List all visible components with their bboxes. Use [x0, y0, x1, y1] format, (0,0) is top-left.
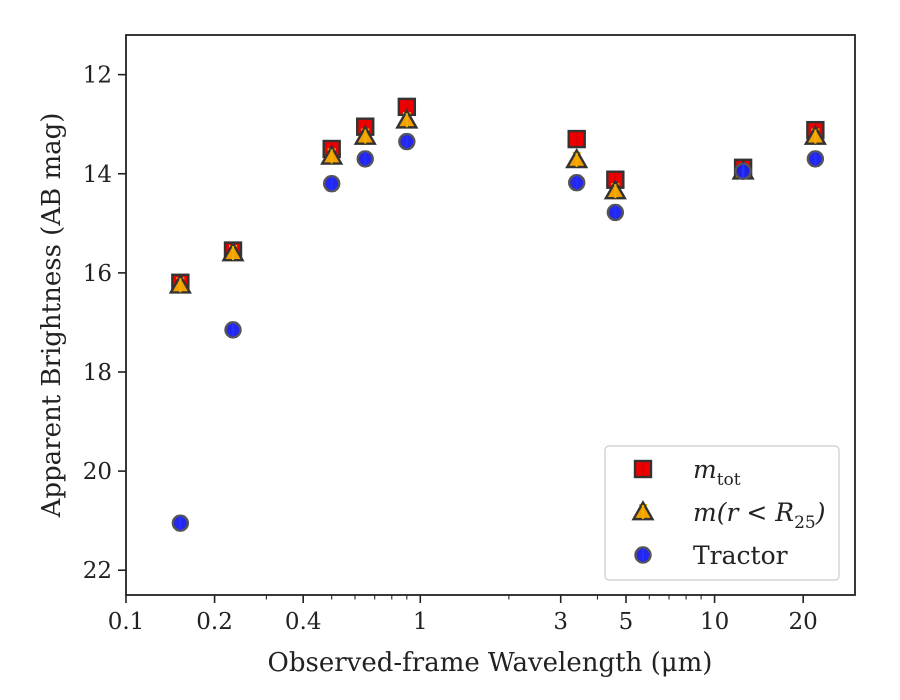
- y-tick-label: 22: [83, 558, 112, 584]
- y-axis-label: Apparent Brightness (AB mag): [37, 113, 67, 519]
- x-tick-label: 0.4: [285, 609, 322, 635]
- x-tick-label: 10: [700, 609, 729, 635]
- ticks: 0.1 0.2 0.4 1 3 5 10 20 12 14 16 18 20 22: [83, 63, 818, 635]
- series-1: [168, 108, 827, 294]
- y-tick-label: 20: [83, 459, 112, 485]
- legend-label: mtot: [693, 455, 741, 490]
- series-2: [171, 132, 825, 532]
- legend-label: Tractor: [693, 541, 788, 570]
- x-tick-label: 20: [789, 609, 818, 635]
- x-tick-label: 3: [553, 609, 568, 635]
- legend: mtot m(r < R25) Tractor: [604, 445, 840, 581]
- x-axis-label: Observed-frame Wavelength (μm): [268, 648, 713, 678]
- legend-frame: [604, 445, 840, 581]
- x-tick-label: 0.2: [196, 609, 233, 635]
- x-tick-label: 5: [619, 609, 634, 635]
- y-tick-label: 18: [83, 360, 112, 386]
- legend-label: m(r < R25): [693, 498, 825, 533]
- y-tick-label: 14: [83, 162, 112, 188]
- series-0: [171, 97, 825, 292]
- plot-frame: [125, 34, 856, 596]
- y-tick-label: 16: [83, 261, 112, 287]
- x-tick-label: 1: [413, 609, 428, 635]
- markers: [168, 97, 827, 532]
- y-tick-label: 12: [83, 63, 112, 89]
- x-tick-label: 0.1: [108, 609, 145, 635]
